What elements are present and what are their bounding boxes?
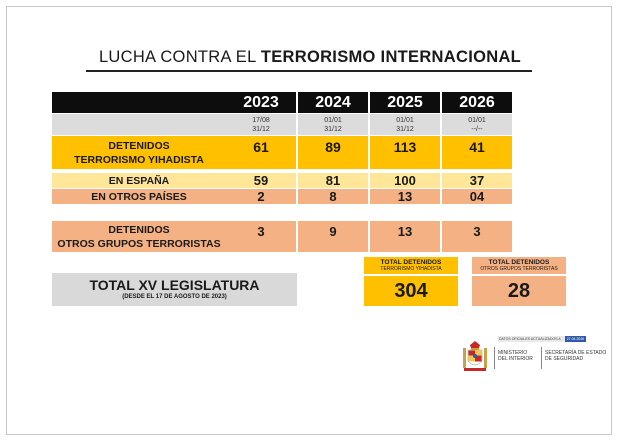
ministerio-name: MINISTERIO DEL INTERIOR	[498, 350, 533, 362]
otros-grupos-2026: 3	[442, 221, 512, 252]
otros-paises-2023: 2	[226, 189, 296, 204]
title-underline	[86, 70, 532, 72]
espana-2023: 59	[226, 173, 296, 188]
datos-date: 27.04.2026	[565, 336, 586, 342]
period-2026: 01/01 --/--	[442, 114, 512, 135]
espana-label: EN ESPAÑA	[52, 173, 226, 188]
page-title: LUCHA CONTRA EL TERRORISMO INTERNACIONAL	[98, 48, 522, 66]
year-2023: 2023	[226, 92, 296, 113]
total-legislatura-label: TOTAL XV LEGISLATURA	[89, 277, 260, 293]
dates-blank	[52, 114, 226, 135]
datos-label: DATOS OFICIALES ACTUALIZADOS A	[499, 337, 561, 341]
header-blank	[52, 92, 226, 113]
secretaria-divider	[541, 347, 542, 369]
otros-grupos-2023: 3	[226, 221, 296, 252]
datos-bar: DATOS OFICIALES ACTUALIZADOS A 27.04.202…	[498, 336, 586, 342]
otros-paises-label: EN OTROS PAÍSES	[52, 189, 226, 204]
year-2025: 2025	[370, 92, 440, 113]
year-2024: 2024	[298, 92, 368, 113]
otros-paises-2024: 8	[298, 189, 368, 204]
ministry-divider	[494, 347, 495, 369]
yihadista-2026: 41	[442, 136, 512, 169]
total-yihadista-value: 304	[364, 276, 458, 306]
total-otros-head: TOTAL DETENIDOS OTROS GRUPOS TERRORISTAS	[472, 257, 566, 274]
yihadista-label: DETENIDOS TERRORISMO YIHADISTA	[52, 136, 226, 169]
total-legislatura-sub: (DESDE EL 17 DE AGOSTO DE 2023)	[122, 294, 227, 300]
period-2023: 17/08 31/12	[226, 114, 296, 135]
espana-2026: 37	[442, 173, 512, 188]
yihadista-2023: 61	[226, 136, 296, 169]
coat-of-arms-icon	[463, 341, 487, 371]
yihadista-2025: 113	[370, 136, 440, 169]
otros-paises-2025: 13	[370, 189, 440, 204]
yihadista-2024: 89	[298, 136, 368, 169]
year-2026: 2026	[442, 92, 512, 113]
period-2025: 01/01 31/12	[370, 114, 440, 135]
total-legislatura-box: TOTAL XV LEGISLATURA (DESDE EL 17 DE AGO…	[52, 273, 297, 306]
otros-grupos-label: DETENIDOS OTROS GRUPOS TERRORISTAS	[52, 221, 226, 252]
espana-2024: 81	[298, 173, 368, 188]
total-otros-value: 28	[472, 276, 566, 306]
espana-2025: 100	[370, 173, 440, 188]
period-2024: 01/01 31/12	[298, 114, 368, 135]
otros-grupos-2025: 13	[370, 221, 440, 252]
total-yihadista-head: TOTAL DETENIDOS TERRORISMO YIHADISTA	[364, 257, 458, 274]
otros-paises-2026: 04	[442, 189, 512, 204]
otros-grupos-2024: 9	[298, 221, 368, 252]
secretaria-name: SECRETARÍA DE ESTADO DE SEGURIDAD	[545, 350, 607, 362]
document-page	[6, 6, 612, 435]
